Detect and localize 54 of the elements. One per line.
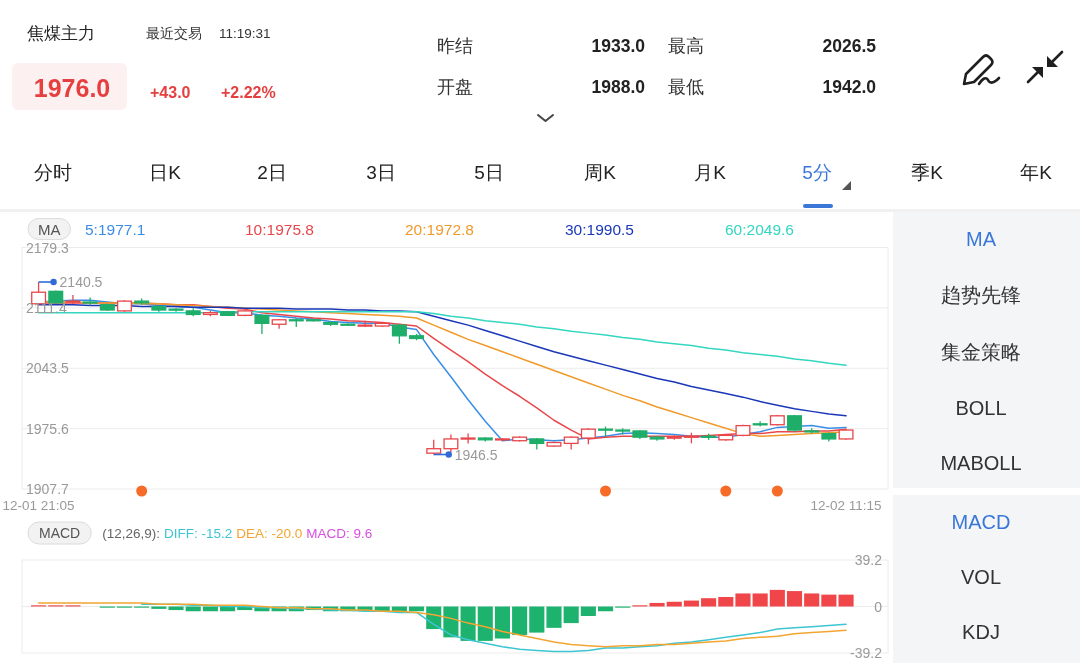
y-tick-label: 2043.5 [26, 360, 70, 377]
text: 20:1972.8 [405, 220, 474, 238]
text: 焦煤主力 [27, 24, 95, 43]
text: MA [966, 228, 997, 250]
y-tick-label: 39.2 [854, 552, 883, 568]
y-tick-label: -39.2 [850, 645, 883, 661]
text: 昨结 [437, 36, 473, 56]
text: 最高 [668, 36, 704, 56]
text: 年K [1020, 162, 1053, 183]
text: 11:19:31 [219, 26, 271, 41]
text: 最近交易 [146, 26, 202, 41]
text: 30:1990.5 [565, 220, 634, 238]
text: BOLL [955, 397, 1007, 419]
text: 1933.0 [591, 36, 646, 56]
text: 1942.0 [822, 77, 877, 97]
y-tick-label: 0 [874, 598, 883, 615]
text: 最低 [668, 77, 704, 97]
text: 1976.0 [33, 74, 111, 102]
y-tick-label: 1975.6 [26, 420, 70, 437]
text: 1988.0 [591, 77, 646, 97]
text: 日K [149, 162, 182, 183]
text: KDJ [962, 621, 1000, 643]
annotation: 2140.5 [59, 274, 103, 290]
text: DIFF: -15.2 [164, 525, 233, 541]
text: +2.22% [221, 84, 276, 101]
legend-title: MACD [38, 525, 81, 541]
text: VOL [960, 566, 1002, 588]
text: MACD [951, 511, 1011, 533]
text: +43.0 [150, 84, 191, 101]
text: 5:1977.1 [85, 220, 146, 238]
text: 周K [584, 162, 617, 183]
text: 集金策略 [941, 341, 1021, 363]
text: 10:1975.8 [245, 220, 314, 238]
text: 季K [911, 162, 944, 183]
text: MABOLL [940, 452, 1022, 474]
text: 分时 [34, 162, 72, 183]
text: 月K [694, 162, 727, 183]
legend-title: MA [38, 220, 61, 238]
text: DEA: -20.0 [236, 525, 303, 541]
y-tick-label: 2179.3 [26, 239, 70, 256]
text: 趋势先锋 [941, 284, 1021, 306]
annotation: 1946.5 [454, 446, 498, 463]
text: MACD: 9.6 [306, 525, 373, 541]
text: 2026.5 [822, 36, 877, 56]
text: 5日 [474, 162, 504, 183]
y-tick-label: 1907.7 [26, 481, 70, 497]
text: (12,26,9): [102, 525, 161, 541]
text: 60:2049.6 [725, 220, 794, 238]
text: 开盘 [437, 77, 473, 97]
text: 3日 [366, 162, 396, 183]
text: 5分 [802, 162, 832, 183]
x-tick-label: 12-01 21:05 [2, 497, 75, 513]
text: 2日 [257, 162, 287, 183]
x-tick-label: 12-02 11:15 [810, 497, 882, 513]
